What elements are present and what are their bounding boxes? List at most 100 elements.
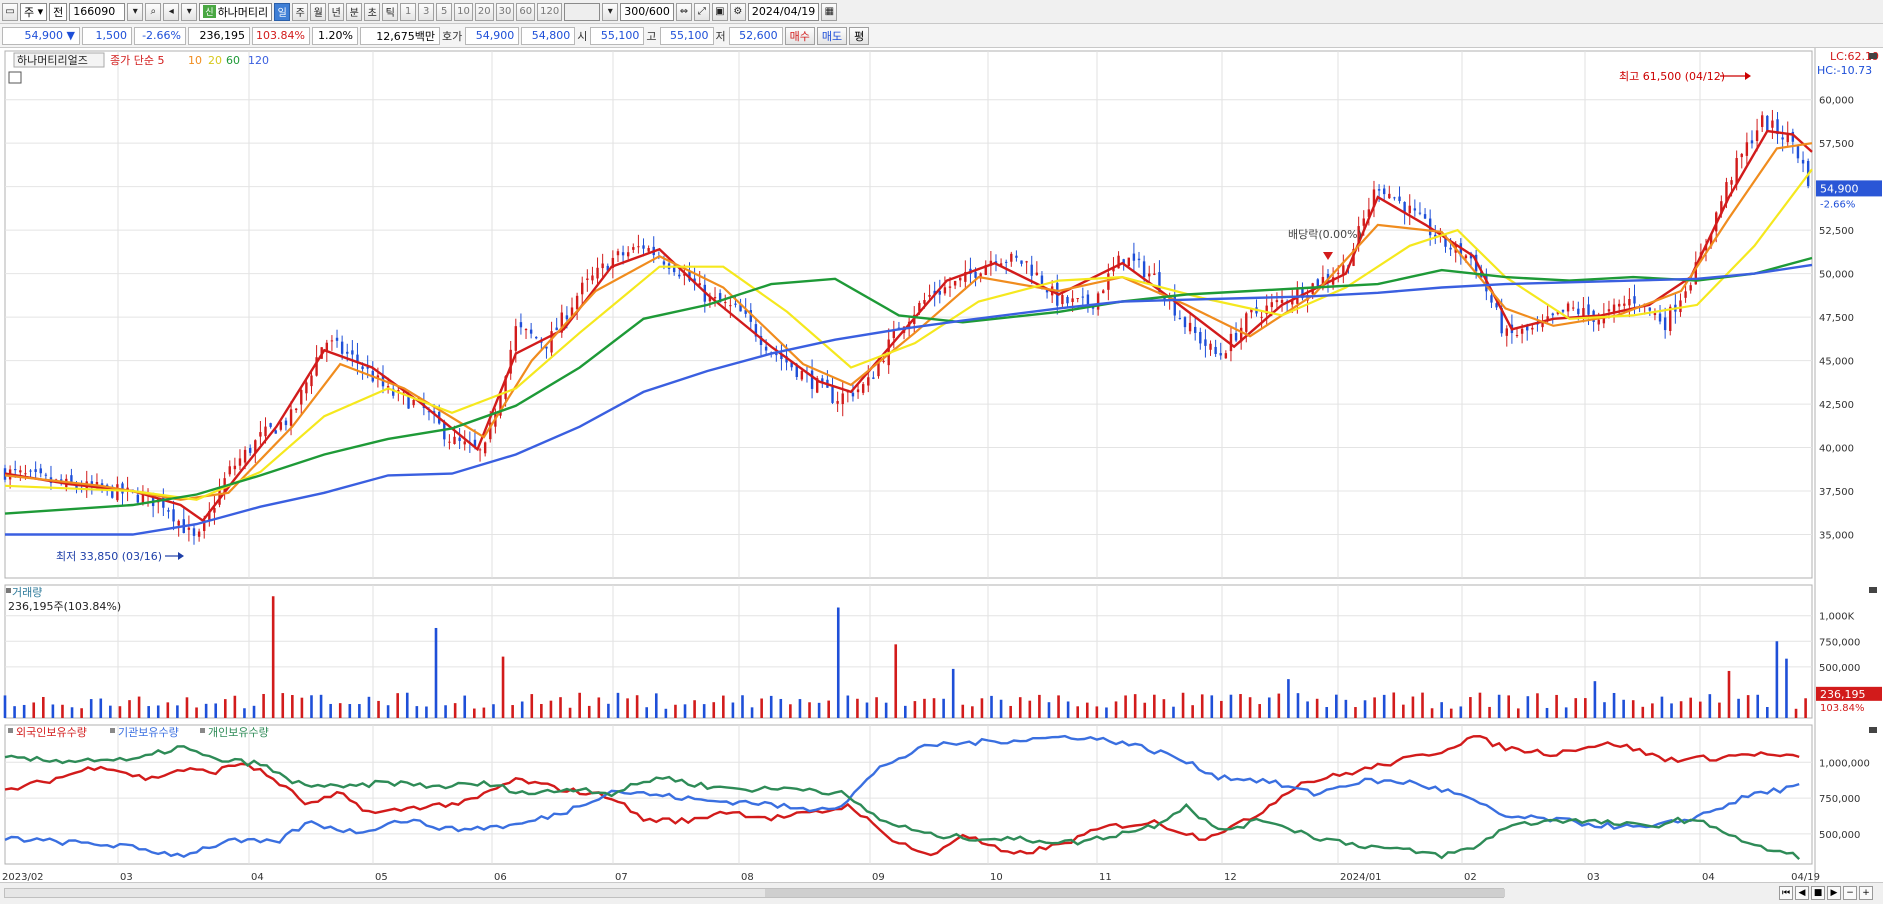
candle-body bbox=[1740, 153, 1743, 158]
volume-bar bbox=[463, 695, 467, 718]
low-arrow-head bbox=[178, 552, 184, 560]
candle-body bbox=[1209, 343, 1212, 350]
volume-bar bbox=[1698, 701, 1702, 718]
period-select[interactable]: 주 ▾ bbox=[20, 2, 48, 21]
candle-body bbox=[294, 408, 298, 411]
candle-body bbox=[514, 326, 518, 351]
candle-body bbox=[448, 441, 451, 443]
search-icon[interactable]: ⌕ bbox=[145, 2, 162, 21]
pane-corner-icon bbox=[1869, 727, 1877, 733]
volume-bar bbox=[1181, 692, 1185, 718]
candle-body bbox=[1173, 294, 1176, 316]
candle-body bbox=[1403, 202, 1406, 214]
candle-body bbox=[611, 257, 615, 268]
candle-body bbox=[1316, 279, 1319, 287]
interval-10-button[interactable]: 10 bbox=[454, 2, 473, 21]
interval-dropdown-icon[interactable]: ▾ bbox=[602, 2, 619, 21]
period-second-button[interactable]: 초 bbox=[364, 2, 381, 21]
period-month-button[interactable]: 월 bbox=[310, 2, 327, 21]
date-input[interactable]: 2024/04/19 bbox=[747, 2, 820, 21]
candle-body bbox=[1291, 300, 1294, 305]
interval-3-button[interactable]: 3 bbox=[418, 2, 435, 21]
volume-bar bbox=[1277, 693, 1281, 718]
option-dropdown-icon[interactable]: ▾ bbox=[181, 2, 198, 21]
volume-bar bbox=[722, 695, 725, 718]
candle-body bbox=[1260, 316, 1263, 318]
candle-body bbox=[1582, 308, 1585, 317]
interval-20-button[interactable]: 20 bbox=[474, 2, 494, 21]
gear-icon[interactable]: ⚙ bbox=[729, 2, 746, 21]
buy-button[interactable]: 매수 bbox=[784, 26, 815, 45]
volume-bar bbox=[319, 694, 323, 718]
interval-input[interactable] bbox=[564, 2, 601, 21]
candle-body bbox=[1617, 303, 1621, 307]
period-year-button[interactable]: 년 bbox=[328, 2, 345, 21]
x-axis: 2023/02 03 04 05 06 07 08 09 10 11 12 2024/01 02 03 04… bbox=[2, 51, 1820, 882]
volume-bar bbox=[1306, 701, 1309, 718]
period-tick-button[interactable]: 틱 bbox=[382, 2, 399, 21]
volume-bar bbox=[1095, 706, 1099, 718]
sell-button[interactable]: 매도 bbox=[816, 26, 848, 45]
volume-bar bbox=[1440, 702, 1443, 718]
dividend-annotation: 배당락(0.00%) bbox=[1288, 228, 1362, 241]
volume-bar bbox=[61, 704, 64, 718]
price-chart[interactable]: 2023/02 03 04 05 06 07 08 09 10 11 12 2024/01 02 03 04… bbox=[0, 48, 1883, 882]
volume-bar bbox=[1545, 707, 1549, 718]
calendar-icon[interactable]: ▦ bbox=[821, 2, 838, 21]
speaker-icon[interactable]: ◂ bbox=[163, 2, 180, 21]
scroll-next-icon[interactable]: ▶ bbox=[1827, 886, 1841, 900]
stock-code-input[interactable]: 166090 bbox=[69, 2, 126, 21]
holdings-legend: 외국인보유수량 기관보유수량 개인보유수량 bbox=[8, 726, 269, 739]
stock-name[interactable]: 신 하나머티리 bbox=[199, 2, 273, 21]
eval-button[interactable]: 평 bbox=[849, 26, 870, 45]
period-day-button[interactable]: 일 bbox=[274, 2, 291, 21]
scroll-first-icon[interactable]: ⏮ bbox=[1779, 886, 1793, 900]
candle-body bbox=[979, 273, 982, 279]
interval-60-button[interactable]: 60 bbox=[516, 2, 536, 21]
candle-body bbox=[637, 246, 640, 248]
fit-icon[interactable]: ⤢ bbox=[693, 2, 710, 21]
candle-body bbox=[1076, 298, 1079, 300]
x-tick-label: 02 bbox=[1464, 872, 1477, 882]
candle-body bbox=[841, 393, 844, 405]
volume-bar bbox=[1794, 708, 1798, 718]
interval-120-button[interactable]: 120 bbox=[537, 2, 563, 21]
candle-body bbox=[795, 364, 798, 378]
trade-amount: 12,675백만 bbox=[360, 26, 440, 45]
scroll-thumb[interactable] bbox=[765, 889, 1505, 897]
volume-bar bbox=[453, 703, 457, 718]
zoom-out-icon[interactable]: − bbox=[1843, 886, 1857, 900]
volume-bar bbox=[1449, 708, 1453, 718]
save-icon[interactable]: ▣ bbox=[711, 2, 728, 21]
chart-scrollbar[interactable] bbox=[4, 888, 1505, 898]
volume-bar bbox=[377, 700, 380, 718]
candle-body bbox=[1490, 295, 1493, 303]
volume-bar bbox=[798, 699, 802, 718]
volume-bar bbox=[1526, 696, 1530, 718]
layout-icon[interactable]: ▭ bbox=[2, 2, 18, 21]
x-tick-label: 04/19 bbox=[1791, 872, 1820, 882]
period-week-button[interactable]: 주 bbox=[292, 2, 309, 21]
interval-5-button[interactable]: 5 bbox=[436, 2, 453, 21]
prev-select[interactable]: 전 bbox=[49, 2, 68, 21]
candle-body bbox=[606, 265, 609, 271]
candle-body bbox=[626, 252, 630, 257]
code-dropdown-icon[interactable]: ▾ bbox=[127, 2, 144, 21]
period-minute-button[interactable]: 분 bbox=[346, 2, 363, 21]
volume-value: 236,195 bbox=[188, 26, 250, 45]
candle-body bbox=[1280, 300, 1284, 303]
scroll-prev-icon[interactable]: ◀ bbox=[1795, 886, 1809, 900]
candle-body bbox=[509, 349, 512, 374]
candle-body bbox=[1791, 131, 1795, 142]
scroll-stop-icon[interactable]: ■ bbox=[1811, 886, 1825, 900]
candle-body bbox=[478, 449, 482, 451]
count-input[interactable]: 300/600 bbox=[620, 2, 674, 21]
zoom-in-icon[interactable]: + bbox=[1859, 886, 1873, 900]
scale-icon[interactable]: ⇔ bbox=[675, 2, 692, 21]
interval-1-button[interactable]: 1 bbox=[400, 2, 417, 21]
price-legend: 하나머티리얼즈 종가 단순 5 10 20 60 120 bbox=[8, 52, 269, 84]
volume-bar bbox=[501, 656, 505, 718]
price-change: 1,500 bbox=[82, 26, 132, 45]
interval-30-button[interactable]: 30 bbox=[495, 2, 515, 21]
volume-bar bbox=[1267, 697, 1271, 718]
